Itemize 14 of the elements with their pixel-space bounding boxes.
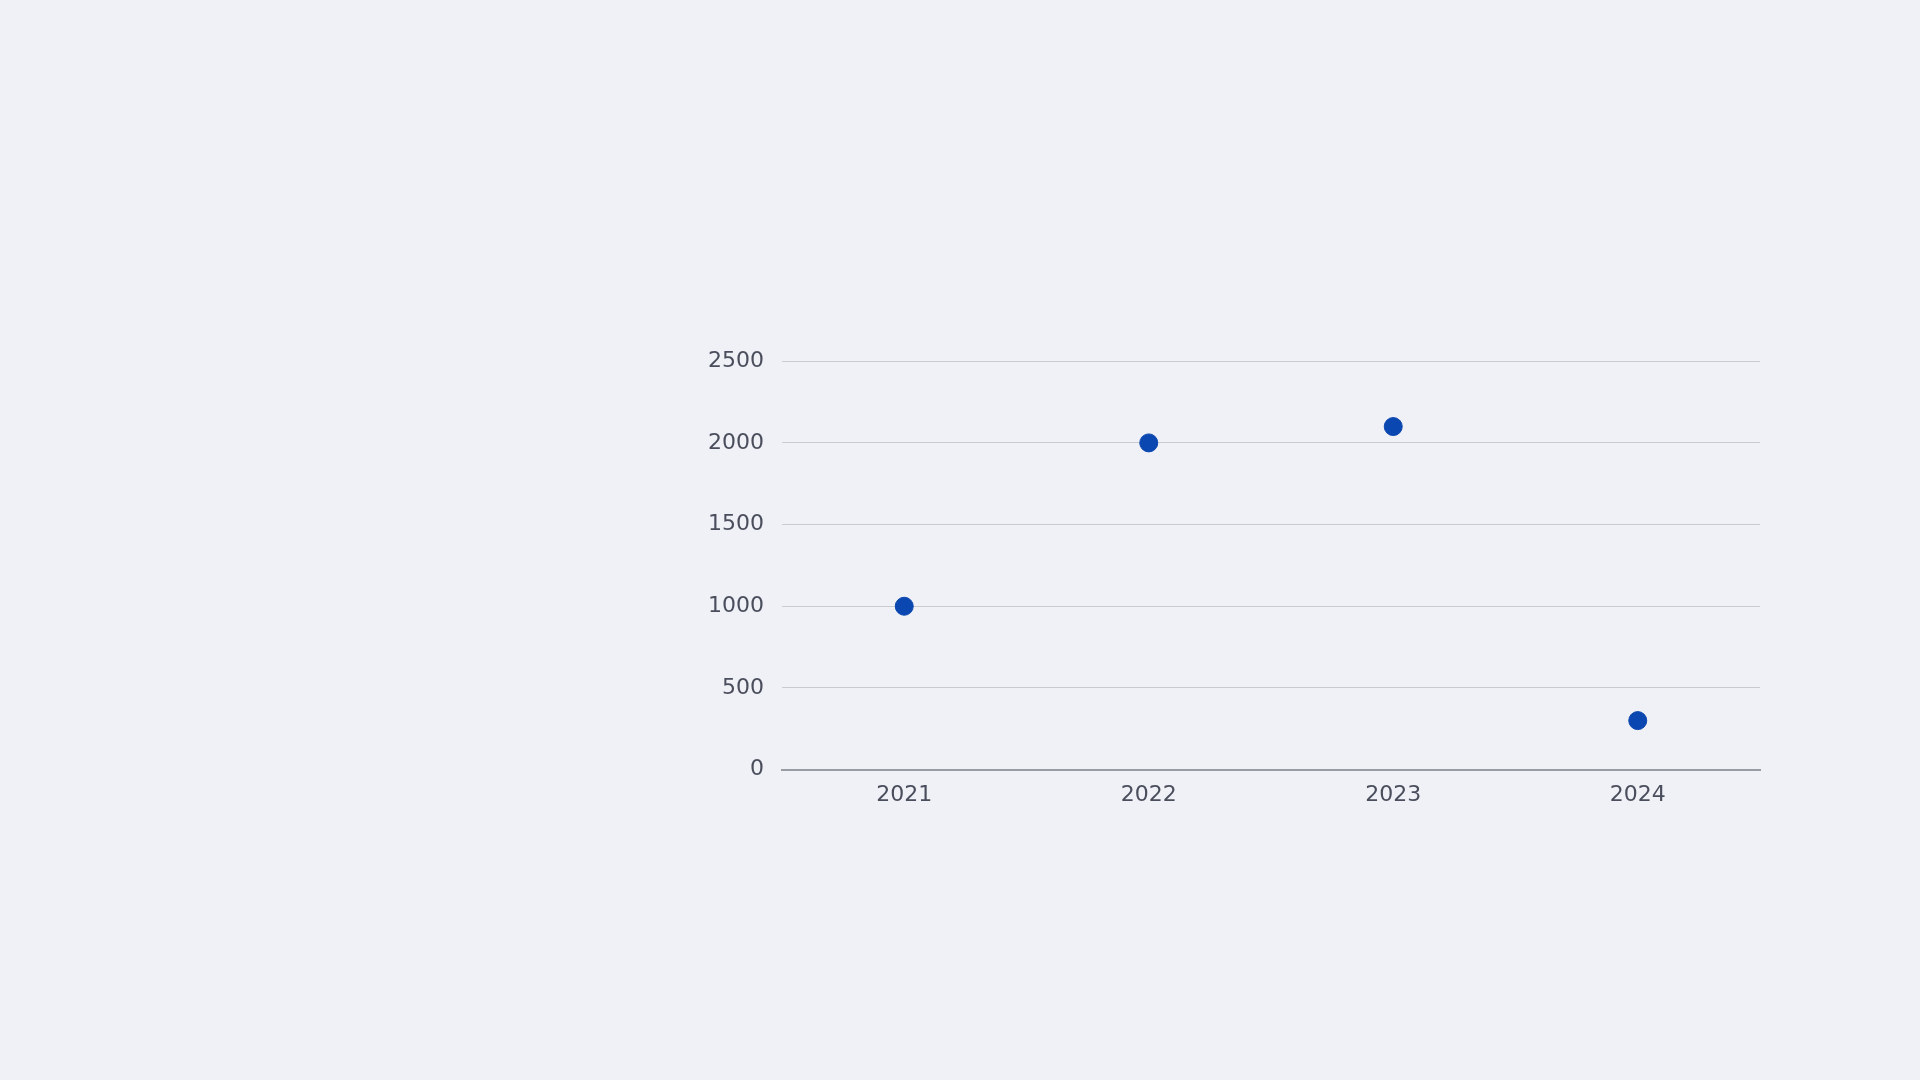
- point: [1383, 417, 1403, 437]
- y-tick-label: 1500: [707, 510, 764, 536]
- y-tick-label: 1000: [707, 591, 764, 617]
- x-tick-label: 2021: [876, 780, 933, 806]
- y-tick-label: 2000: [707, 428, 764, 454]
- y-tick-label: 2500: [707, 346, 764, 372]
- point: [894, 596, 914, 616]
- y-tick-label: 0: [749, 755, 764, 781]
- point: [1139, 433, 1159, 453]
- x-tick-label: 2023: [1365, 780, 1422, 806]
- y-tick-label: 500: [721, 673, 764, 699]
- x-tick-label: 2024: [1609, 780, 1666, 806]
- point: [1628, 711, 1648, 731]
- x-tick-label: 2022: [1120, 780, 1177, 806]
